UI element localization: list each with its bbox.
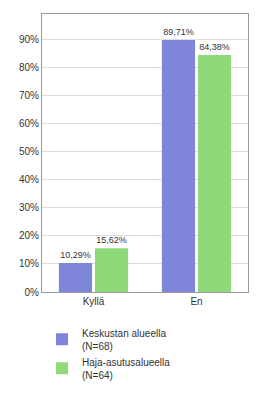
svg-text:Keskustan alueella(N=68): Keskustan alueella(N=68) (82, 328, 166, 352)
svg-text:En: En (190, 296, 202, 307)
svg-text:70%: 70% (19, 90, 39, 101)
svg-text:60%: 60% (19, 118, 39, 129)
svg-text:20%: 20% (19, 230, 39, 241)
svg-text:50%: 50% (19, 146, 39, 157)
svg-text:0%: 0% (25, 287, 40, 298)
svg-text:89,71%: 89,71% (163, 27, 194, 37)
svg-text:Haja-asutusalueella(N=64): Haja-asutusalueella(N=64) (82, 357, 170, 381)
svg-text:40%: 40% (19, 174, 39, 185)
svg-text:10,29%: 10,29% (60, 250, 91, 260)
svg-text:84,38%: 84,38% (199, 42, 230, 52)
svg-text:10%: 10% (19, 258, 39, 269)
svg-text:80%: 80% (19, 62, 39, 73)
svg-text:Kyllä: Kyllä (83, 296, 105, 307)
svg-text:30%: 30% (19, 202, 39, 213)
svg-text:90%: 90% (19, 34, 39, 45)
svg-text:15,62%: 15,62% (96, 235, 127, 245)
